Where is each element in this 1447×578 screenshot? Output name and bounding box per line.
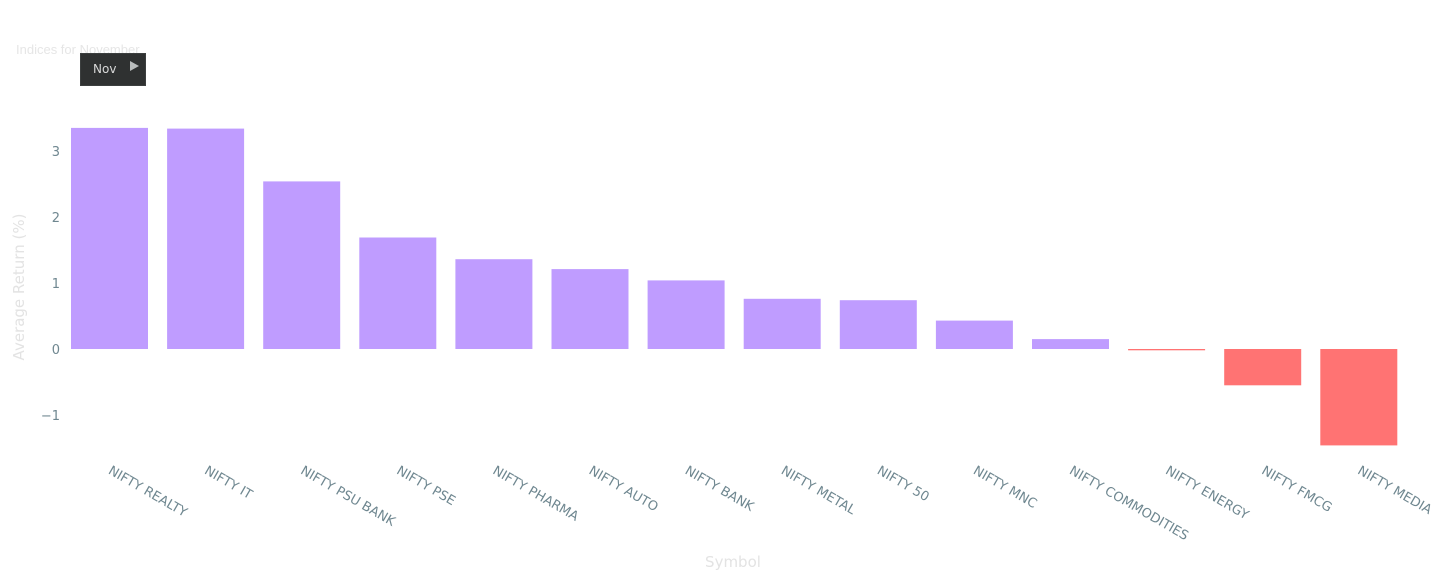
x-tick-label: NIFTY PSE [394,463,458,509]
bars [71,127,1398,446]
bar [1224,349,1302,386]
x-tick-label: NIFTY MNC [970,463,1039,511]
y-tick-label: 1 [52,277,60,292]
bar [743,298,821,349]
bar [167,128,245,349]
bar [1128,349,1206,351]
bar [1320,349,1398,446]
y-tick-label: 3 [52,145,60,160]
x-tick-label: NIFTY BANK [682,463,756,515]
bar [455,259,533,349]
x-axis-title: Symbol [705,553,761,571]
y-tick-label: −1 [41,409,60,424]
bar [71,127,148,350]
x-tick-label: NIFTY IT [202,463,255,502]
x-axis-ticks: NIFTY REALTY NIFTY IT NIFTY PSU BANKNIFTY … [106,463,1435,543]
bar [647,280,725,349]
y-tick-label: 2 [52,211,60,226]
x-tick-label: NIFTY FMCG [1259,463,1335,515]
x-tick-label: NIFTY 50 [874,463,931,505]
x-tick-label: NIFTY PHARMA [490,463,581,524]
x-tick-label: NIFTY PSU BANK [298,463,398,530]
bar [359,237,437,349]
play-icon [130,61,139,71]
month-label: Nov [93,62,117,76]
bar [1032,339,1109,349]
y-axis-ticks: −1 0 1 2 3 [41,145,60,424]
bar [551,269,629,349]
x-tick-label: NIFTY AUTO [586,463,661,515]
x-tick-label: NIFTY MEDIA [1355,463,1434,518]
bar [839,300,917,349]
month-play-button[interactable]: Nov [80,53,146,86]
bar [263,181,341,349]
x-tick-label: NIFTY METAL [778,463,858,518]
y-tick-label: 0 [52,343,60,358]
x-tick-label: NIFTY REALTY [106,463,190,520]
y-axis-title: Average Return (%) [10,214,28,361]
bar [935,320,1013,349]
x-tick-label: NIFTY ENERGY [1163,463,1251,523]
